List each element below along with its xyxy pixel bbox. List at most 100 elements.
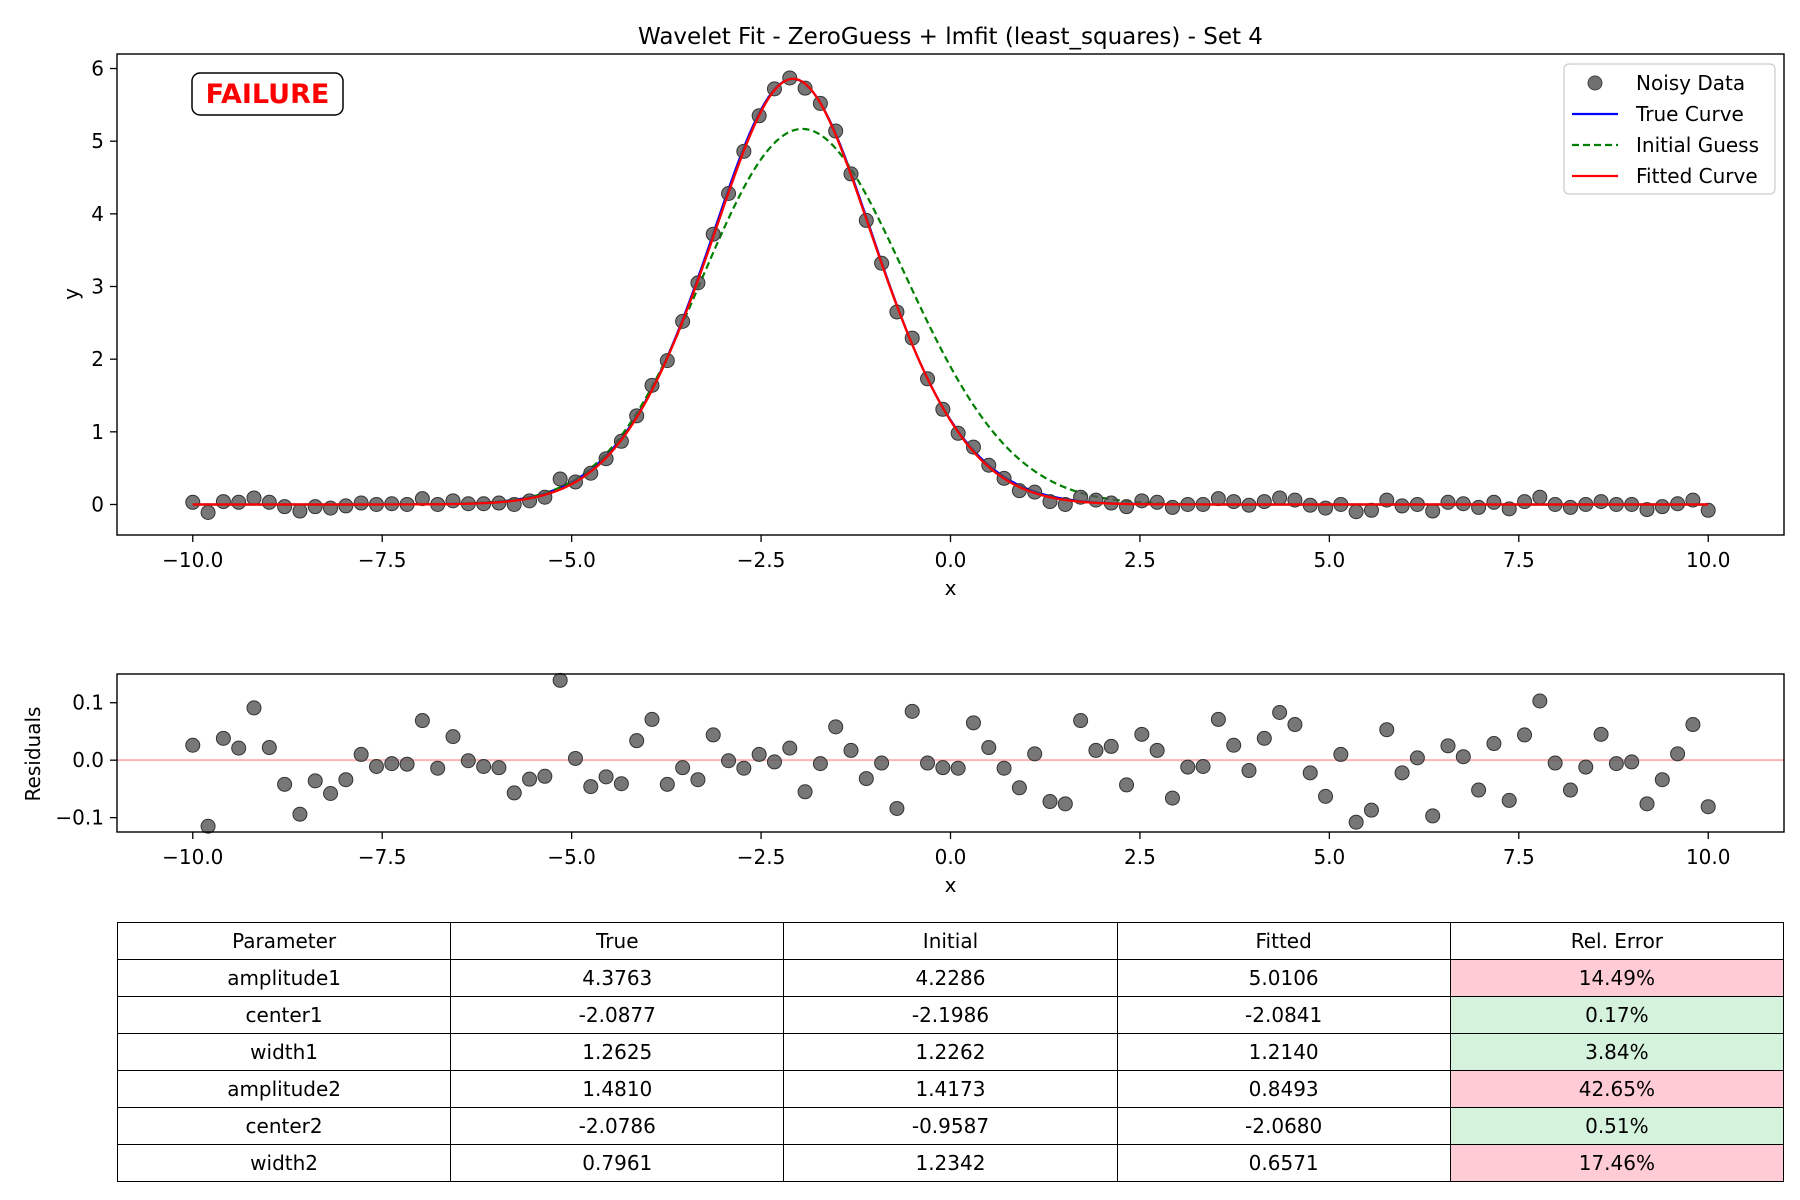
data-point bbox=[1164, 499, 1180, 515]
table-cell: 0.8493 bbox=[1116, 1070, 1451, 1108]
data-point bbox=[797, 80, 813, 96]
residual-point bbox=[215, 730, 231, 746]
residual-point bbox=[384, 756, 400, 772]
residual-point bbox=[460, 753, 476, 769]
residuals-x-ticks: −10.0 −7.5 −5.0 −2.5 0.0 2.5 5.0 7.5 10.0 bbox=[162, 832, 1730, 869]
x-tick-label: 2.5 bbox=[1124, 845, 1156, 869]
series-line-fitted-curve bbox=[192, 77, 1709, 506]
table-cell: amplitude1 bbox=[116, 959, 452, 997]
data-point bbox=[1654, 499, 1670, 515]
residual-point bbox=[1471, 782, 1487, 798]
data-point bbox=[323, 500, 339, 516]
residual-point bbox=[904, 703, 920, 719]
residual-point bbox=[1517, 727, 1533, 743]
residual-point bbox=[307, 773, 323, 789]
x-tick-label: −5.0 bbox=[547, 548, 596, 572]
residual-point bbox=[567, 750, 583, 766]
residual-point bbox=[491, 760, 507, 776]
residual-point bbox=[1685, 717, 1701, 733]
residual-point bbox=[721, 753, 737, 769]
residual-point bbox=[1287, 717, 1303, 733]
residual-point bbox=[476, 759, 492, 775]
residual-point bbox=[1608, 756, 1624, 772]
y-tick-label: 6 bbox=[91, 57, 104, 81]
residual-point bbox=[1593, 726, 1609, 742]
data-point bbox=[1562, 499, 1578, 515]
residual-point bbox=[185, 737, 201, 753]
data-point bbox=[1210, 491, 1226, 507]
residual-point bbox=[598, 769, 614, 785]
residual-point bbox=[1073, 713, 1089, 729]
data-point bbox=[965, 439, 981, 455]
residual-point bbox=[552, 672, 568, 688]
table-row: amplitude2 1.4810 1.4173 0.8493 42.65% bbox=[116, 1070, 1785, 1108]
x-tick-label: 2.5 bbox=[1124, 548, 1156, 572]
data-point bbox=[552, 471, 568, 487]
residual-point bbox=[920, 755, 936, 771]
residual-point bbox=[1547, 755, 1563, 771]
legend-frame bbox=[1563, 63, 1776, 195]
residual-point bbox=[675, 760, 691, 776]
x-tick-label: 7.5 bbox=[1503, 548, 1535, 572]
parameter-table: Parameter True Initial Fitted Rel. Error… bbox=[116, 922, 1785, 1182]
table-cell: width2 bbox=[116, 1144, 452, 1182]
residual-point bbox=[950, 760, 966, 776]
residual-point bbox=[705, 727, 721, 743]
rel-error-cell: 0.17% bbox=[1449, 996, 1785, 1034]
x-tick-label: 5.0 bbox=[1313, 548, 1345, 572]
main-y-ticks: 0 1 2 3 4 5 6 bbox=[91, 57, 117, 516]
residual-point bbox=[1241, 763, 1257, 779]
table-cell: -2.0680 bbox=[1116, 1107, 1451, 1145]
y-tick-label: 5 bbox=[91, 129, 104, 153]
residual-point bbox=[1195, 759, 1211, 775]
table-cell: 1.2140 bbox=[1116, 1033, 1451, 1071]
data-point bbox=[1256, 494, 1272, 510]
residual-point bbox=[1180, 759, 1196, 775]
x-tick-label: −10.0 bbox=[162, 845, 223, 869]
data-point bbox=[200, 504, 216, 520]
residual-point bbox=[1363, 802, 1379, 818]
x-tick-label: −5.0 bbox=[547, 845, 596, 869]
residual-point bbox=[782, 740, 798, 756]
main-points bbox=[185, 70, 1716, 520]
residual-point bbox=[430, 760, 446, 776]
residuals-points bbox=[185, 672, 1716, 834]
residual-point bbox=[1027, 746, 1043, 762]
legend-label-true-curve: True Curve bbox=[1635, 102, 1744, 126]
data-point bbox=[1425, 503, 1441, 519]
data-point bbox=[1517, 494, 1533, 510]
residual-point bbox=[246, 700, 262, 716]
x-tick-label: −2.5 bbox=[737, 845, 786, 869]
data-point bbox=[231, 494, 247, 510]
data-point bbox=[1394, 498, 1410, 514]
residual-point bbox=[981, 740, 997, 756]
series-line-true-curve bbox=[192, 77, 1709, 506]
data-point bbox=[338, 498, 354, 514]
x-tick-label: 0.0 bbox=[935, 548, 967, 572]
series-line-initial-guess bbox=[192, 127, 1709, 506]
table-row: amplitude1 4.3763 4.2286 5.0106 14.49% bbox=[116, 959, 1785, 997]
table-cell: -2.0877 bbox=[450, 996, 785, 1034]
residuals-plot: −10.0 −7.5 −5.0 −2.5 0.0 2.5 5.0 7.5 10.0 0.1 0.0… bbox=[21, 672, 1785, 897]
residual-point bbox=[843, 742, 859, 758]
data-point bbox=[522, 493, 538, 509]
residual-point bbox=[1639, 796, 1655, 812]
residual-point bbox=[935, 760, 951, 776]
data-point bbox=[1593, 494, 1609, 510]
residual-point bbox=[1700, 799, 1716, 815]
table-cell: 0.7961 bbox=[450, 1144, 785, 1182]
main-x-ticks: −10.0 −7.5 −5.0 −2.5 0.0 2.5 5.0 7.5 10.0 bbox=[162, 535, 1730, 572]
data-point bbox=[1149, 494, 1165, 510]
table-cell: amplitude2 bbox=[116, 1070, 452, 1108]
residual-point bbox=[323, 786, 339, 802]
residual-point bbox=[1486, 736, 1502, 752]
residual-point bbox=[338, 772, 354, 788]
rel-error-cell: 42.65% bbox=[1449, 1070, 1785, 1108]
residual-point bbox=[1057, 796, 1073, 812]
table-row: width1 1.2625 1.2262 1.2140 3.84% bbox=[116, 1033, 1785, 1071]
residual-point bbox=[1455, 749, 1471, 765]
main-title: Wavelet Fit - ZeroGuess + lmfit (least_s… bbox=[638, 24, 1263, 50]
data-point bbox=[1471, 499, 1487, 515]
residual-point bbox=[1425, 808, 1441, 824]
